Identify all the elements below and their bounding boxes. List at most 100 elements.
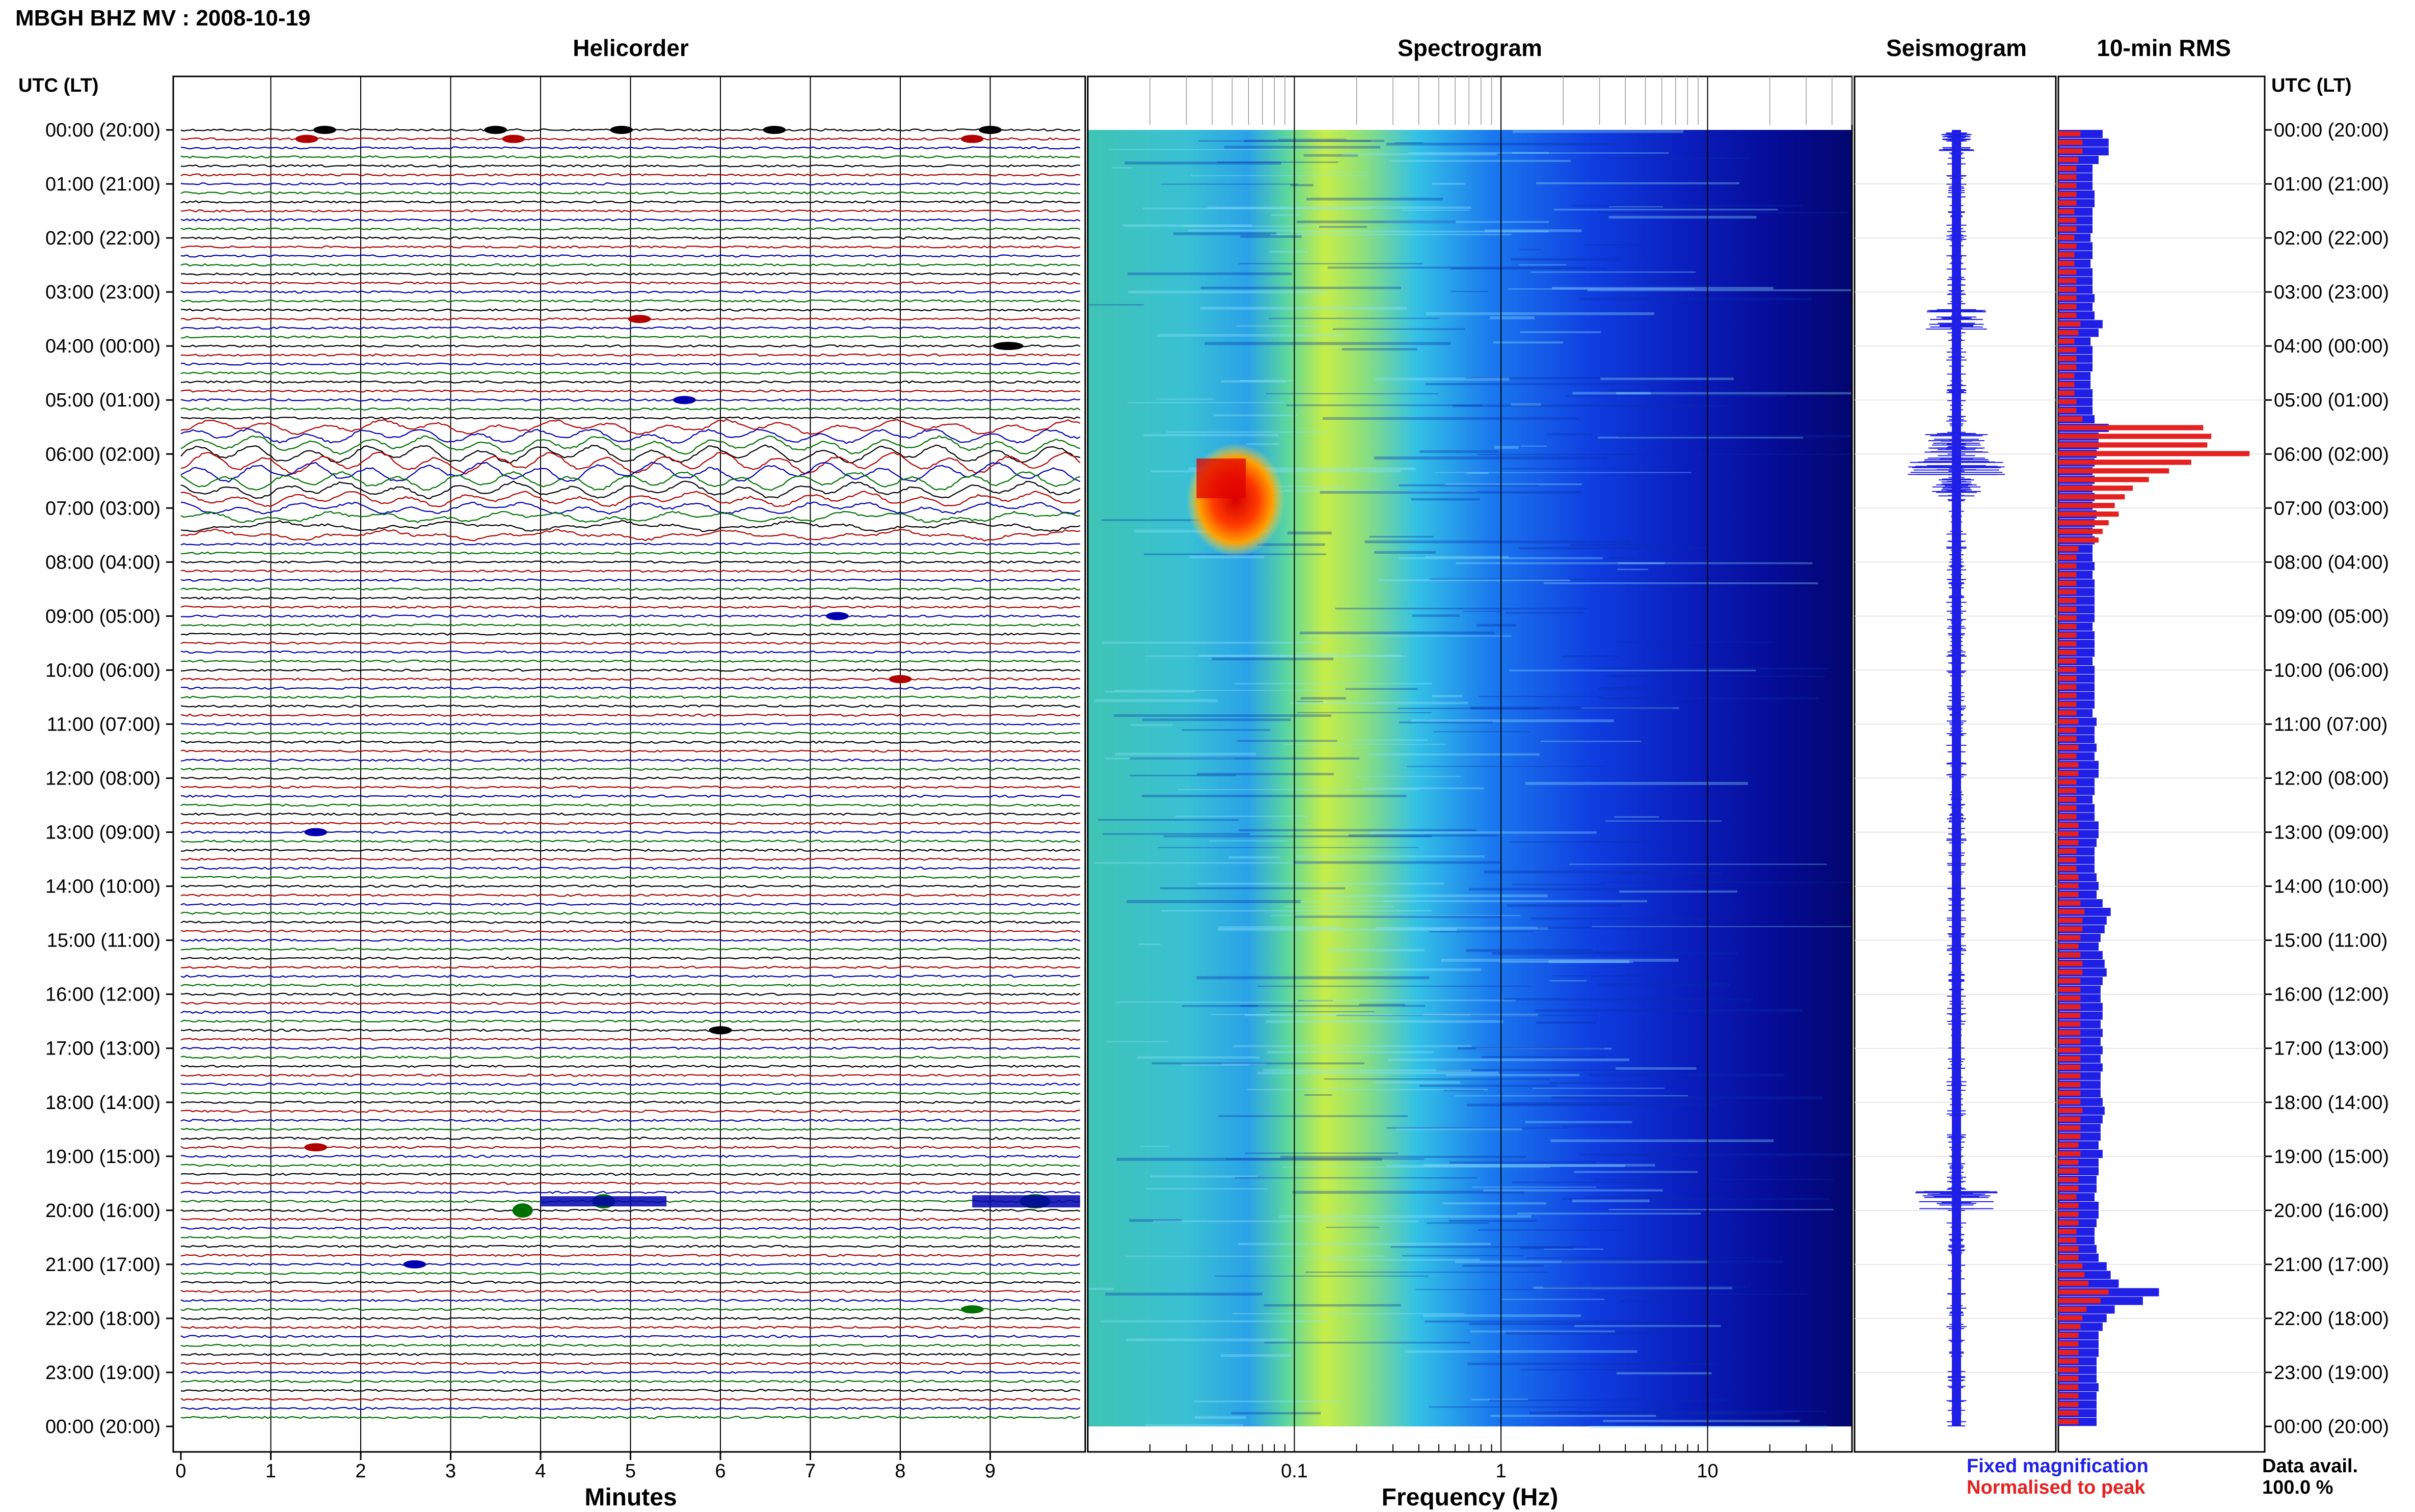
helicorder-trace [180, 462, 1081, 483]
time-tick-label-right: 02:00 (22:00) [2274, 228, 2389, 249]
spectrogram-streak [1237, 325, 1320, 327]
helicorder-trace [180, 1316, 1081, 1320]
spectrogram-streak [1432, 694, 1463, 697]
spectrogram-streak [1411, 498, 1480, 501]
time-tick-label-right: 15:00 (11:00) [2274, 930, 2387, 952]
helicorder-trace [180, 1172, 1081, 1176]
spectrogram-streak [1547, 433, 1592, 436]
helicorder-trace [180, 596, 1081, 600]
helicorder-trace [180, 921, 1081, 924]
spectrogram-streak [1238, 1243, 1491, 1246]
rms-normalised-bar [2058, 442, 2208, 448]
helicorder-trace [180, 812, 1081, 816]
spectrogram-streak [1449, 1161, 1597, 1164]
spectrogram-streak [1396, 1127, 1522, 1130]
spectrogram-streak [1369, 535, 1434, 538]
spectrogram-streak [1374, 456, 1607, 460]
rms-normalised-bar [2058, 857, 2077, 862]
helicorder-panel: 0 1 2 3 4 5 6 7 8 9 [172, 75, 1086, 1482]
rms-normalised-bar [2058, 1177, 2079, 1182]
time-tick-label-left: 11:00 (07:00) [47, 714, 160, 735]
rms-normalised-bar [2058, 606, 2077, 612]
rms-normalised-bar [2058, 200, 2077, 206]
rms-normalised-bar [2058, 364, 2077, 370]
spectrogram-streak [1584, 1196, 1685, 1198]
helicorder-trace [180, 1245, 1081, 1248]
spectrogram-streak [1116, 1157, 1382, 1161]
helicorder-trace [180, 1145, 1081, 1149]
rms-normalised-bar [2058, 745, 2079, 750]
rms-normalised-bar [2058, 460, 2191, 465]
spectrogram-streak [1270, 214, 1300, 217]
helicorder-trace [180, 956, 1081, 960]
time-tick-label-left: 00:00 (20:00) [45, 120, 160, 141]
spectrogram-streak [1472, 1186, 1597, 1188]
spectrogram-streak [1587, 289, 1852, 291]
time-tick-label-left: 07:00 (03:00) [45, 498, 160, 519]
spectrogram-streak [1456, 562, 1665, 564]
spectrogram-streak [1493, 341, 1564, 344]
rms-normalised-bar [2058, 261, 2075, 266]
helicorder-trace [180, 227, 1081, 231]
spectrogram-streak [1551, 287, 1774, 290]
tremor-burst [512, 1203, 533, 1218]
spectrogram-streak [1616, 392, 1852, 395]
helicorder-trace [180, 1416, 1081, 1419]
spectrogram-streak [1263, 1069, 1472, 1072]
helicorder-trace [180, 428, 1081, 444]
spectrogram-streak [1506, 1332, 1669, 1335]
helicorder-trace [180, 1280, 1081, 1284]
spectrogram-streak [1114, 714, 1331, 717]
helicorder-trace [180, 884, 1081, 888]
spectrogram-streak [1276, 491, 1477, 492]
spectrogram-streak [1429, 1406, 1678, 1408]
helicorder-trace [180, 398, 1081, 402]
spectrogram-streak [1157, 334, 1345, 337]
rms-normalised-bar [2058, 1255, 2079, 1260]
time-tick-label-right: 01:00 (21:00) [2274, 174, 2389, 195]
rms-normalised-bar [2058, 1289, 2109, 1295]
spectrogram-streak [1511, 403, 1541, 407]
spectrogram-streak [1563, 1198, 1829, 1200]
rms-normalised-bar [2058, 520, 2109, 526]
helicorder-trace [180, 1218, 1081, 1221]
helicorder-trace [180, 1100, 1081, 1104]
spectrogram-streak [1537, 926, 1659, 929]
helicorder-trace [180, 948, 1081, 951]
spectrogram-streak [1088, 1287, 1114, 1290]
spectrogram-streak [1221, 1354, 1291, 1357]
spectrogram-streak [1476, 1047, 1612, 1050]
rms-normalised-bar [2058, 943, 2079, 949]
time-tick-label-right: 18:00 (14:00) [2274, 1092, 2389, 1114]
helicorder-trace [180, 623, 1081, 627]
spectrogram-streak [1527, 1257, 1754, 1259]
spectrogram-streak [1477, 453, 1634, 455]
helicorder-trace [180, 435, 1081, 455]
spectrogram-streak [1300, 697, 1346, 700]
spectrogram-streak [1343, 153, 1497, 156]
helicorder-trace [180, 975, 1081, 978]
helicorder-trace [180, 542, 1081, 546]
spectrogram-streak [1462, 1264, 1544, 1267]
rms-normalised-bar [2058, 434, 2212, 439]
data-avail-value: 100.0 % [2262, 1477, 2333, 1498]
spectrogram-streak [1579, 1412, 1784, 1414]
rms-normalised-bar [2058, 269, 2077, 275]
spectrogram-streak [1442, 1202, 1547, 1205]
helicorder-frame [172, 75, 1086, 1453]
spectrogram-streak [1399, 484, 1539, 487]
seismic-event-marker [295, 134, 318, 143]
spectrogram-streak [1520, 1246, 1574, 1249]
spectrogram-streak [1175, 815, 1309, 817]
spectrogram-streak [1266, 1020, 1504, 1023]
spectrogram-streak [1335, 607, 1589, 610]
spectrogram-streak [1548, 960, 1630, 963]
helicorder-trace [180, 983, 1081, 987]
rms-normalised-bar [2058, 762, 2079, 768]
rms-normalised-bar [2058, 174, 2077, 180]
spectrogram-streak [1458, 1047, 1605, 1050]
helicorder-trace [180, 867, 1081, 870]
time-tick-label-right: 00:00 (20:00) [2274, 120, 2389, 141]
rms-normalised-bar [2058, 192, 2077, 197]
